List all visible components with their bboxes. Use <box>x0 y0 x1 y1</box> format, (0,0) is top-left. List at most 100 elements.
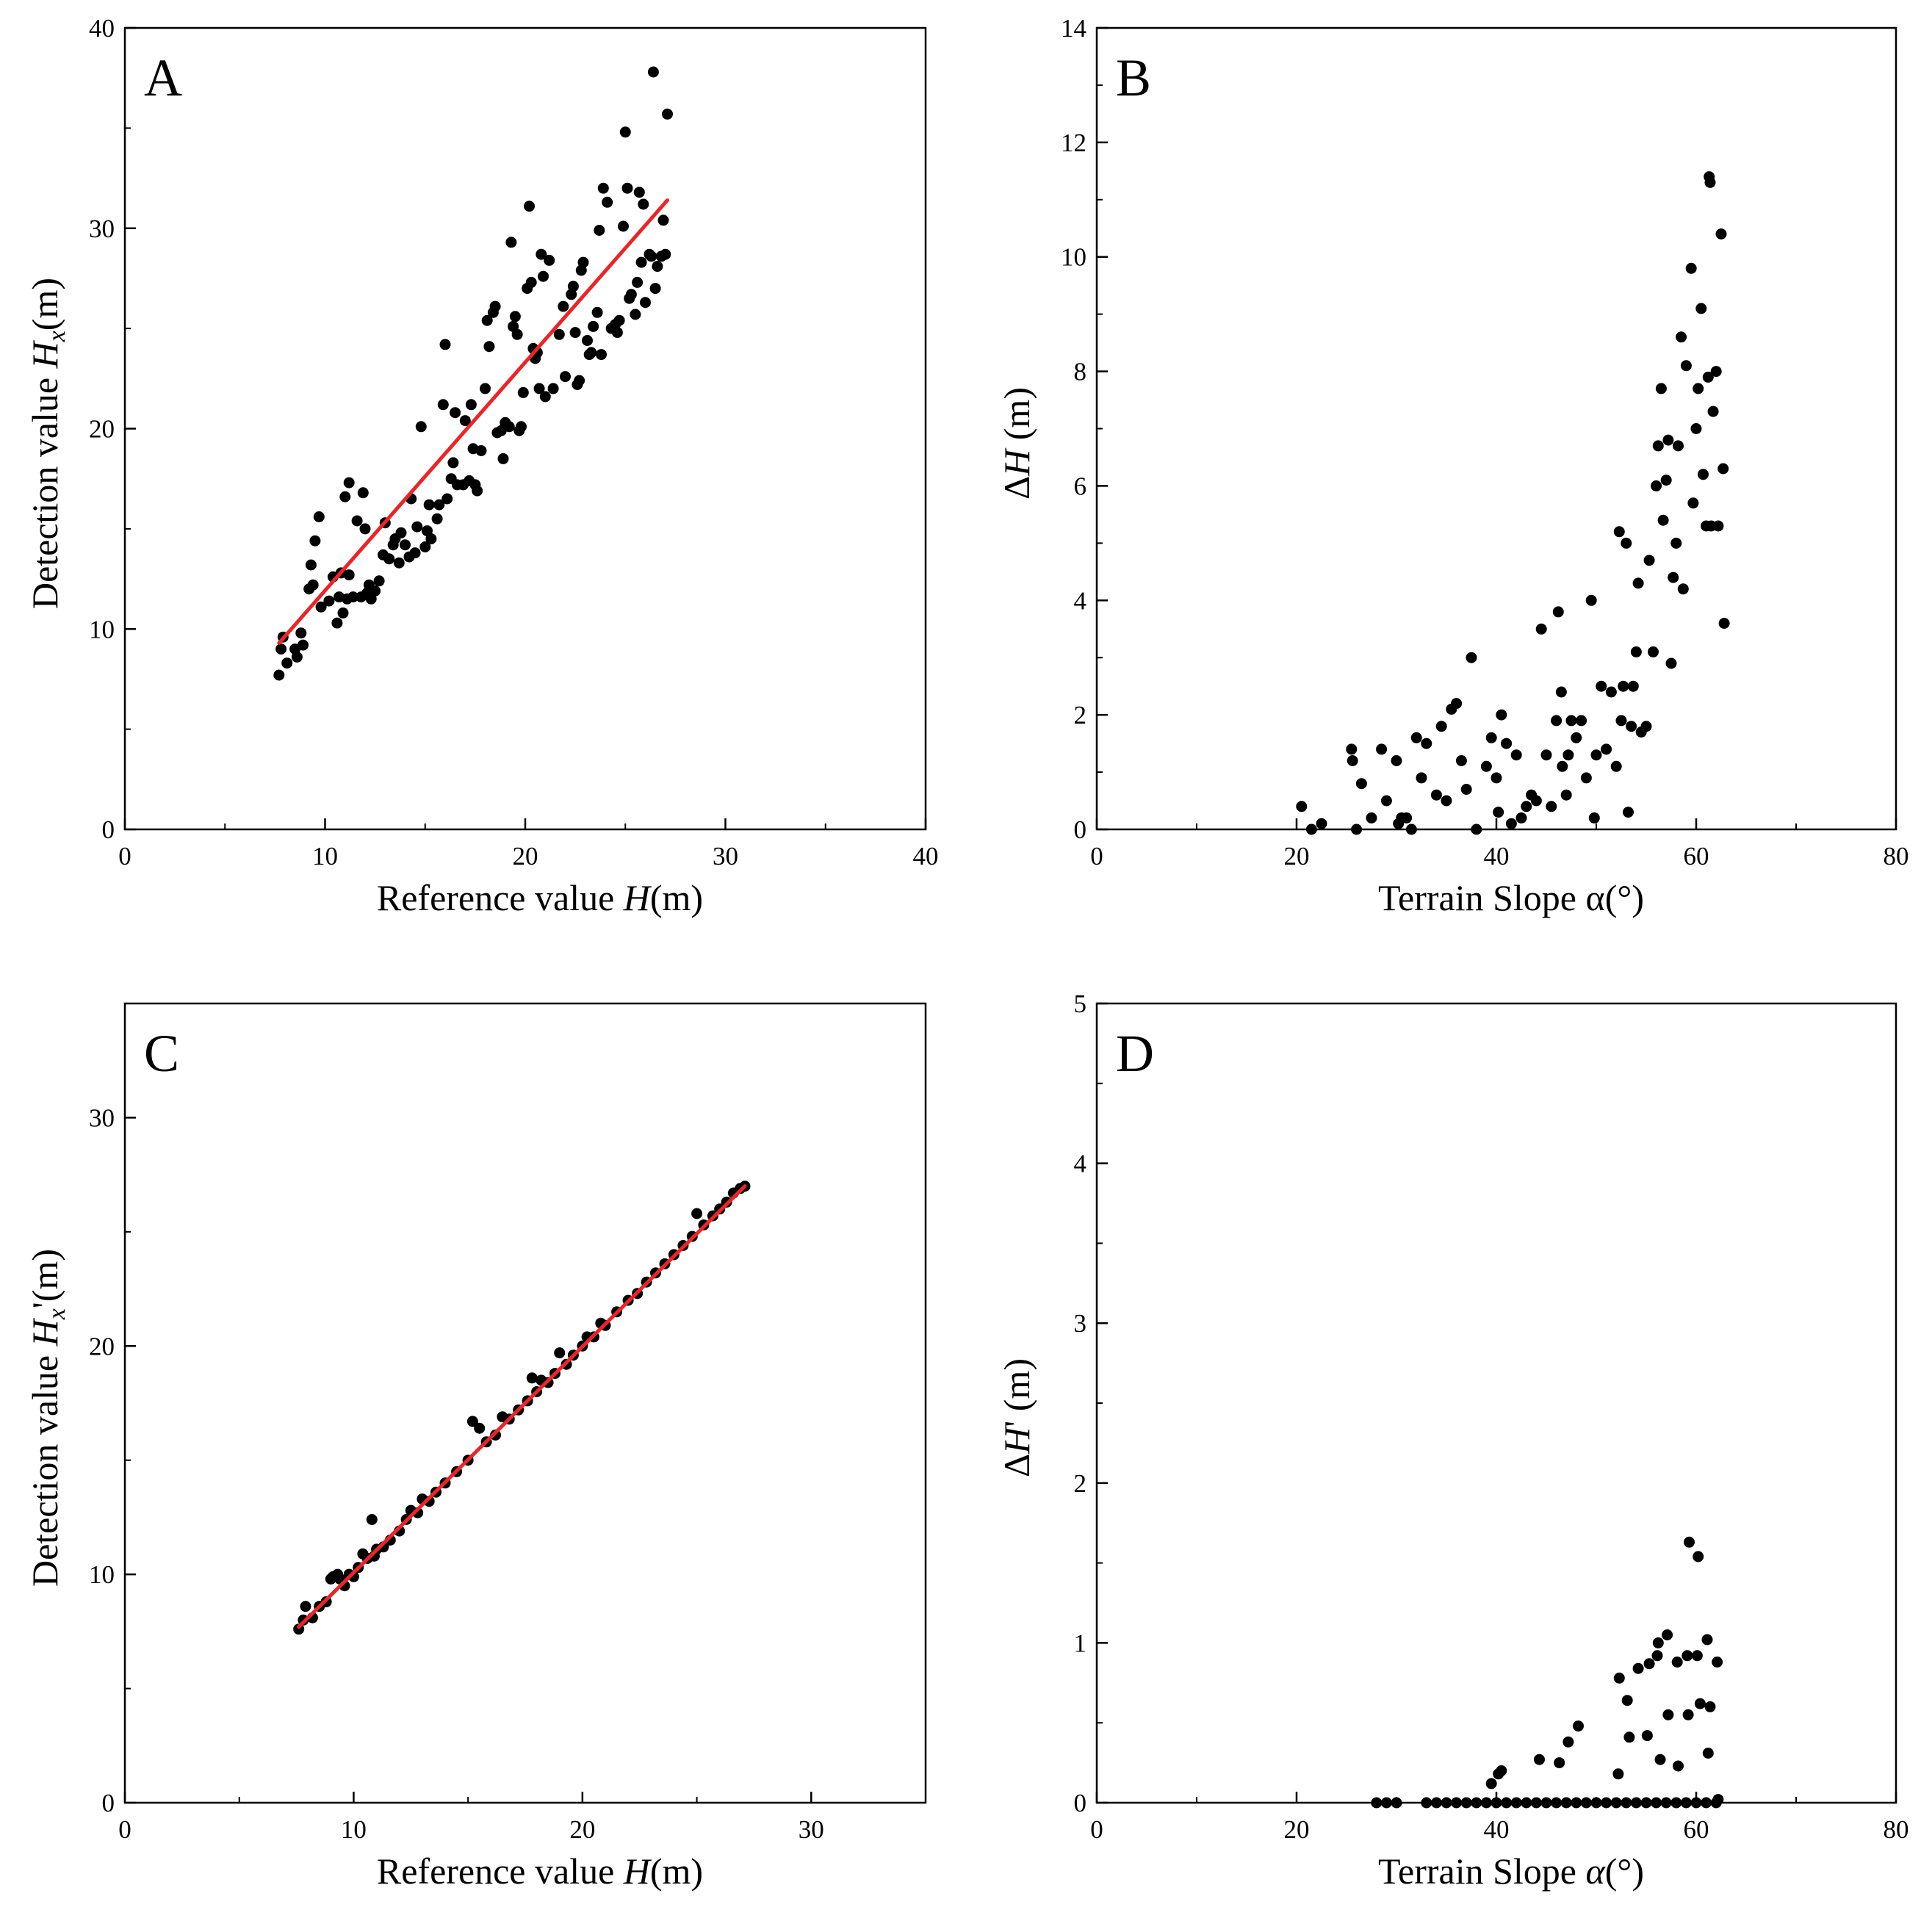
data-point <box>1562 749 1574 761</box>
data-point <box>1660 475 1672 486</box>
data-point <box>1691 1650 1703 1662</box>
data-point <box>357 487 369 499</box>
data-point <box>1346 743 1358 755</box>
data-point <box>1662 1709 1674 1720</box>
data-point <box>1496 1765 1507 1776</box>
data-point <box>466 1416 478 1427</box>
data-point <box>582 335 593 346</box>
data-point <box>433 499 445 511</box>
data-point <box>475 445 487 456</box>
data-point <box>1391 755 1402 766</box>
y-tick-label: 2 <box>1074 701 1087 729</box>
data-point <box>359 523 371 535</box>
y-axis-title: ΔH' (m) <box>996 1358 1037 1477</box>
data-point <box>544 254 555 266</box>
data-point <box>1501 1797 1513 1809</box>
data-point <box>624 292 635 304</box>
data-point <box>1632 1662 1644 1674</box>
x-axis-title: Reference value H(m) <box>377 877 703 918</box>
data-point <box>1680 360 1692 372</box>
axis-title-part: Detection value <box>24 368 65 609</box>
data-point <box>425 533 437 544</box>
data-point <box>1576 715 1587 727</box>
data-point <box>1485 1778 1497 1790</box>
data-point <box>400 539 411 551</box>
data-point <box>1601 743 1612 755</box>
data-point <box>1416 772 1427 784</box>
data-point <box>647 66 659 78</box>
data-point <box>1704 1701 1716 1712</box>
data-point <box>351 515 363 527</box>
data-point <box>1555 686 1567 698</box>
data-point <box>630 309 641 320</box>
data-point <box>1491 772 1502 784</box>
data-point <box>1621 537 1632 549</box>
data-point <box>1410 732 1422 743</box>
data-point <box>1560 1797 1572 1809</box>
y-tick-label: 8 <box>1074 358 1087 386</box>
x-tick-label: 20 <box>513 842 538 871</box>
data-point <box>1560 789 1572 801</box>
data-point <box>619 126 631 138</box>
y-tick-label: 6 <box>1074 472 1087 500</box>
axis-title-part: Terrain Slope <box>1378 1850 1586 1892</box>
axis-title-part: Terrain Slope α(°) <box>1378 877 1644 918</box>
data-point <box>1670 537 1682 549</box>
y-tick-label: 40 <box>89 14 115 43</box>
data-point <box>1491 1797 1502 1809</box>
data-point <box>1405 823 1417 835</box>
data-point <box>635 256 647 268</box>
data-point <box>1627 680 1639 692</box>
data-point <box>1580 1797 1592 1809</box>
x-tick-label: 40 <box>1484 842 1510 871</box>
data-point <box>652 261 663 273</box>
data-point <box>1501 738 1513 749</box>
x-tick-label: 80 <box>1884 842 1909 871</box>
x-tick-label: 20 <box>1284 842 1310 871</box>
data-point <box>1698 469 1709 480</box>
data-point <box>1435 721 1447 732</box>
data-point <box>1657 514 1669 526</box>
data-point <box>1460 784 1472 795</box>
data-point <box>526 1372 538 1384</box>
x-axis-title: Terrain Slope α(°) <box>1378 877 1644 918</box>
x-tick-label: 30 <box>713 842 738 871</box>
data-point <box>431 513 443 525</box>
axis-title-part: Δ <box>996 1454 1037 1477</box>
data-point <box>1610 760 1622 772</box>
data-point <box>1677 583 1689 595</box>
data-point <box>1451 1797 1463 1809</box>
data-point <box>1546 801 1557 812</box>
y-tick-label: 10 <box>1061 243 1086 272</box>
data-point <box>649 283 661 295</box>
y-tick-label: 4 <box>1074 1150 1087 1178</box>
y-tick-label: 20 <box>89 415 115 444</box>
axis-title-part: Reference value <box>377 1850 624 1892</box>
x-tick-label: 10 <box>341 1815 367 1844</box>
data-point <box>640 297 651 309</box>
data-point <box>1380 1797 1392 1809</box>
data-point <box>588 320 599 332</box>
data-point <box>474 1422 486 1434</box>
data-point <box>366 1514 378 1525</box>
data-point <box>553 328 565 340</box>
data-point <box>423 499 435 511</box>
data-point <box>1662 434 1674 446</box>
axis-title-part: H <box>996 1425 1037 1455</box>
y-tick-label: 10 <box>89 1560 115 1589</box>
data-point <box>1347 755 1358 766</box>
data-point <box>1355 778 1367 790</box>
data-point <box>1702 371 1714 383</box>
data-point <box>1540 1797 1552 1809</box>
data-point <box>558 300 569 312</box>
x-tick-label: 40 <box>913 842 939 871</box>
data-point <box>1702 1748 1714 1759</box>
data-point <box>1552 606 1564 618</box>
fit-line <box>277 198 669 645</box>
data-point <box>1652 1637 1664 1648</box>
data-point <box>307 579 319 591</box>
data-point <box>597 182 609 194</box>
data-point <box>1562 1736 1574 1748</box>
data-point <box>1451 698 1463 710</box>
